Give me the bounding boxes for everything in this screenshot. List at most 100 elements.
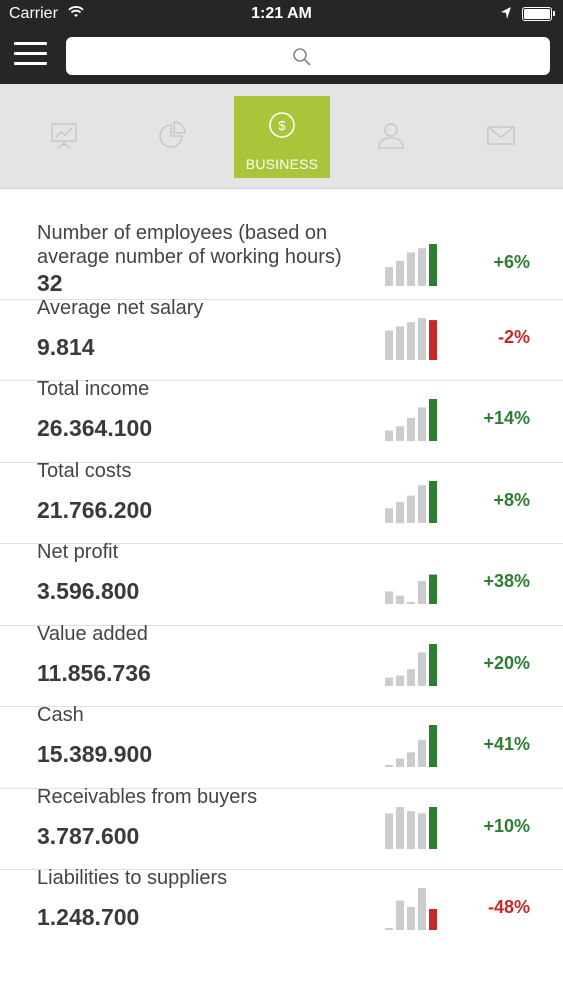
mail-icon <box>487 126 515 145</box>
trend-bar <box>385 267 393 286</box>
tab-person[interactable] <box>343 96 439 178</box>
metric-row[interactable]: Receivables from buyers 3.787.600 +10% <box>0 786 563 870</box>
menu-button[interactable] <box>14 40 47 68</box>
trend-sparkbar <box>385 399 437 441</box>
trend-bar <box>429 725 437 767</box>
trend-bar <box>396 426 404 441</box>
trend-sparkbar <box>385 244 437 286</box>
trend-bar <box>396 900 404 930</box>
trend-bar <box>418 888 426 930</box>
trend-bar <box>407 322 415 360</box>
metric-label: Net profit <box>37 541 119 563</box>
trend-sparkbar <box>385 644 437 686</box>
metric-label: Liabilities to suppliers <box>37 867 228 889</box>
trend-bar <box>407 752 415 767</box>
top-bar: Carrier 1:21 AM <box>0 0 563 84</box>
metric-value: 3.787.600 <box>37 823 140 849</box>
change-percent: +41% <box>483 734 530 754</box>
metric-label: Number of employees (based on average nu… <box>37 222 342 268</box>
metric-value: 3.596.800 <box>37 578 140 604</box>
person-icon <box>378 123 404 149</box>
trend-sparkbar <box>385 318 437 360</box>
change-percent: -2% <box>497 327 530 347</box>
metric-row[interactable]: Total costs 21.766.200 +8% <box>0 460 563 544</box>
metric-row[interactable]: Total income 26.364.100 +14% <box>0 378 563 463</box>
change-percent: +6% <box>493 252 530 272</box>
metric-row[interactable]: Cash 15.389.900 +41% <box>0 704 563 789</box>
wifi-icon <box>68 6 84 17</box>
trend-bar <box>396 758 404 767</box>
search-input[interactable] <box>66 37 550 75</box>
trend-bar <box>385 764 393 767</box>
trend-bar <box>385 330 393 360</box>
trend-bar <box>429 574 437 604</box>
metric-label: Receivables from buyers <box>37 786 258 808</box>
metric-row[interactable]: Liabilities to suppliers 1.248.700 -48% <box>0 867 563 954</box>
battery-icon <box>522 7 555 21</box>
search-icon <box>293 48 311 66</box>
metric-row[interactable]: Average net salary 9.814 -2% <box>0 297 563 381</box>
metric-value: 26.364.100 <box>37 415 153 441</box>
clock: 1:21 AM <box>251 5 312 22</box>
trend-bar <box>385 591 393 604</box>
metric-row[interactable]: Value added 11.856.736 +20% <box>0 623 563 707</box>
metric-label: Total costs <box>37 460 132 482</box>
trend-bar <box>407 906 415 930</box>
metric-row[interactable]: Number of employees (based on average nu… <box>0 218 563 300</box>
trend-bar <box>396 595 404 604</box>
tab-presentation[interactable] <box>16 96 112 178</box>
trend-bar <box>429 807 437 849</box>
trend-bar <box>418 248 426 286</box>
change-percent: +10% <box>483 816 530 836</box>
hamburger-icon <box>14 42 47 45</box>
metric-value: 15.389.900 <box>37 741 153 767</box>
pie-chart-icon <box>159 121 186 148</box>
category-tabs: $ BUSINESS <box>0 84 563 189</box>
trend-bar <box>418 813 426 849</box>
trend-bar <box>429 909 437 930</box>
metric-value: 1.248.700 <box>37 904 140 930</box>
metric-value: 9.814 <box>37 334 95 360</box>
trend-sparkbar <box>385 888 437 930</box>
change-percent: -48% <box>487 897 530 917</box>
tab-business-label: BUSINESS <box>245 156 319 172</box>
metric-label: Value added <box>37 623 148 645</box>
trend-bar <box>396 807 404 849</box>
trend-bar <box>385 508 393 523</box>
trend-bar <box>407 601 415 604</box>
metric-label: Average net salary <box>37 297 204 319</box>
trend-bar <box>429 399 437 441</box>
trend-bar <box>418 407 426 441</box>
svg-text:$: $ <box>278 118 286 133</box>
trend-sparkbar <box>385 481 437 523</box>
trend-bar <box>429 244 437 286</box>
trend-bar <box>385 813 393 849</box>
metric-row[interactable]: Net profit 3.596.800 +38% <box>0 541 563 626</box>
trend-bar <box>429 644 437 686</box>
trend-bar <box>418 652 426 686</box>
trend-bar <box>429 320 437 360</box>
trend-bar <box>385 677 393 686</box>
trend-bar <box>407 252 415 286</box>
metric-label: Total income <box>37 378 150 400</box>
trend-bar <box>407 811 415 849</box>
change-percent: +8% <box>493 490 530 510</box>
trend-bar <box>396 260 404 286</box>
location-arrow-icon <box>501 7 511 19</box>
trend-sparkbar <box>385 807 437 849</box>
tab-mail[interactable] <box>453 96 549 178</box>
change-percent: +14% <box>483 408 530 428</box>
presentation-chart-icon <box>51 123 77 149</box>
trend-bar <box>407 669 415 686</box>
trend-sparkbar <box>385 574 437 604</box>
metric-label: Cash <box>37 704 84 726</box>
carrier-label: Carrier <box>9 5 58 22</box>
trend-bar <box>418 739 426 767</box>
metric-value: 21.766.200 <box>37 497 153 523</box>
trend-bar <box>396 326 404 360</box>
trend-sparkbar <box>385 725 437 767</box>
tab-pie-chart[interactable] <box>124 96 220 178</box>
trend-bar <box>385 928 393 930</box>
tab-business[interactable]: $ BUSINESS <box>234 96 330 178</box>
metric-value: 11.856.736 <box>37 660 151 686</box>
